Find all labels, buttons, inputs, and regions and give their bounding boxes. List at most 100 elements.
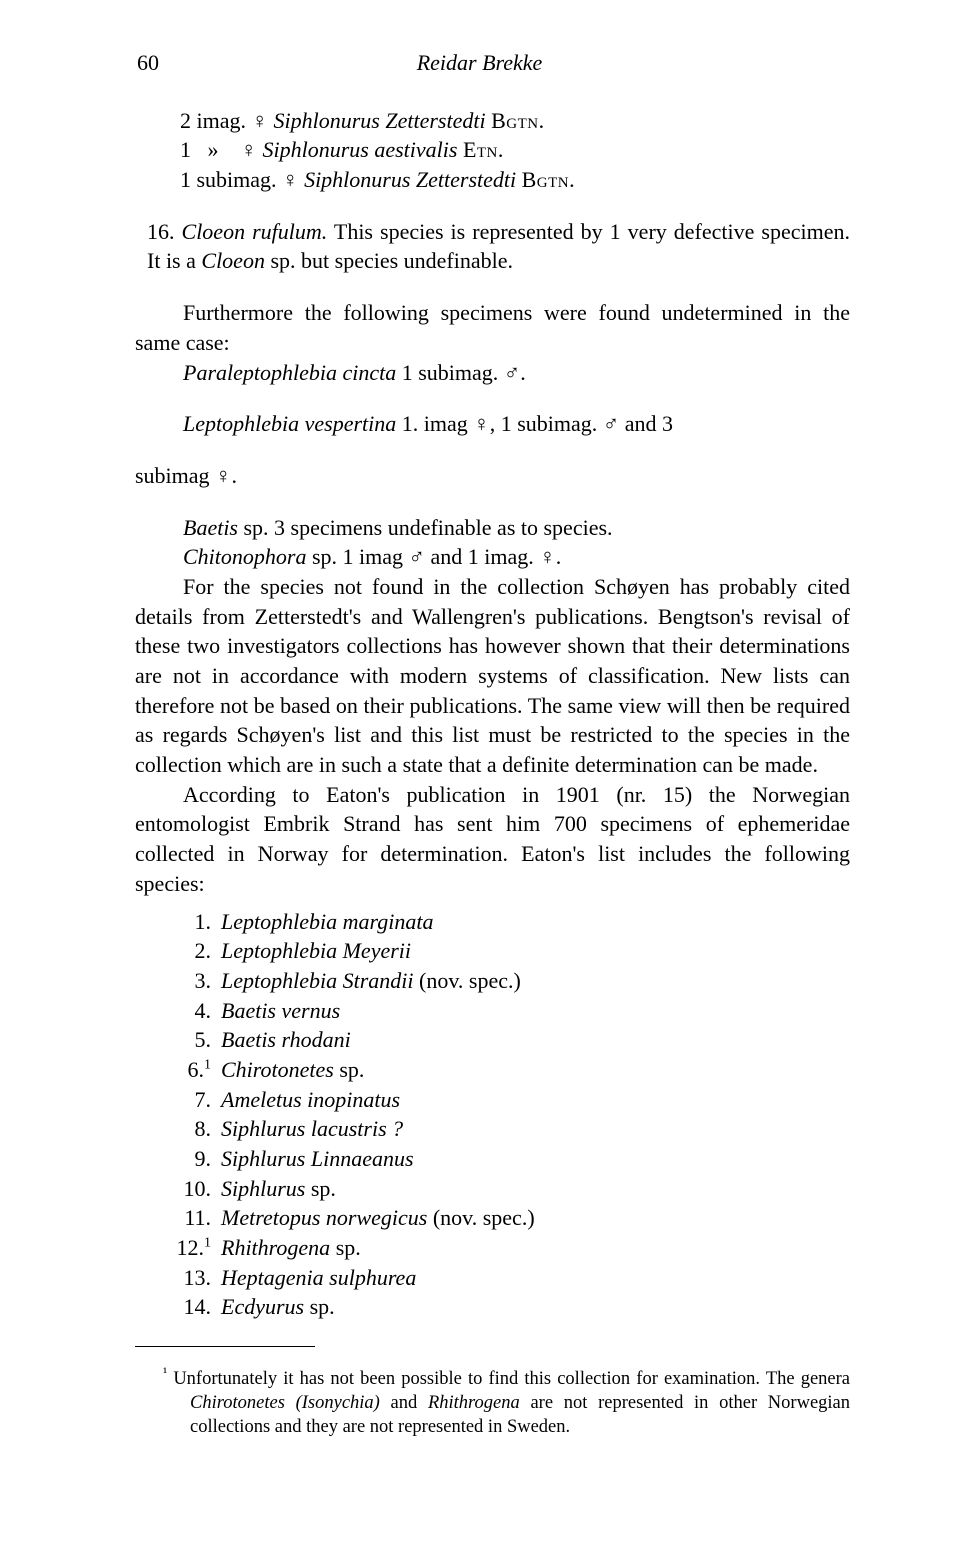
list-label: Chirotonetes sp. xyxy=(221,1055,364,1085)
list-item: 12.1Rhithrogena sp. xyxy=(165,1233,850,1263)
species-name: Siphlurus xyxy=(221,1176,305,1201)
list-item: 13.Heptagenia sulphurea xyxy=(165,1263,850,1293)
list-number: 9. xyxy=(165,1144,221,1174)
footnote-separator xyxy=(135,1346,315,1347)
text: 1. imag ♀, 1 subimag. ♂ and 3 xyxy=(396,411,673,436)
list-label: Baetis rhodani xyxy=(221,1025,351,1055)
list-number: 4. xyxy=(165,996,221,1026)
page-content: 2 imag. ♀ Siphlonurus Zetterstedti Bgtn.… xyxy=(135,106,850,1440)
footnote-text: Unfortunately it has not been possible t… xyxy=(167,1369,850,1389)
species-name: Leptophlebia marginata xyxy=(221,909,433,934)
list-number: 14. xyxy=(165,1292,221,1322)
list-rest: sp. xyxy=(334,1057,365,1082)
list-label: Heptagenia sulphurea xyxy=(221,1263,416,1293)
list-label: Metretopus norwegicus (nov. spec.) xyxy=(221,1203,535,1233)
entry-text: sp. but species undefinable. xyxy=(265,248,513,273)
list-item: 6.1Chirotonetes sp. xyxy=(165,1055,850,1085)
list-number: 6.1 xyxy=(165,1055,221,1085)
species-name: Chirotonetes (Isonychia) xyxy=(190,1393,380,1413)
list-label: Siphlurus Linnaeanus xyxy=(221,1144,414,1174)
list-item: 7.Ameletus inopinatus xyxy=(165,1085,850,1115)
paragraph: Paraleptophlebia cincta 1 subimag. ♂. xyxy=(135,358,850,388)
list-label: Siphlurus sp. xyxy=(221,1174,336,1204)
list-item: 4.Baetis vernus xyxy=(165,996,850,1026)
specimen-entry: 1 subimag. ♀ Siphlonurus Zetterstedti Bg… xyxy=(190,165,850,195)
list-item: 14.Ecdyurus sp. xyxy=(165,1292,850,1322)
paragraph: Chitonophora sp. 1 imag ♂ and 1 imag. ♀. xyxy=(135,542,850,572)
species-name: Baetis vernus xyxy=(221,998,340,1023)
species-name: Rhithrogena xyxy=(221,1235,330,1260)
entry-text: 1 » ♀ Siphlonurus aestivalis Etn. xyxy=(180,137,504,162)
species-name: Baetis xyxy=(183,515,238,540)
species-name: Heptagenia sulphurea xyxy=(221,1265,416,1290)
species-name: Cloeon xyxy=(201,248,265,273)
paragraph: For the species not found in the collect… xyxy=(135,572,850,780)
list-label: Leptophlebia Meyerii xyxy=(221,936,411,966)
list-item: 11.Metretopus norwegicus (nov. spec.) xyxy=(165,1203,850,1233)
list-number: 10. xyxy=(165,1174,221,1204)
text: sp. 1 imag ♂ and 1 imag. ♀. xyxy=(306,544,561,569)
species-name: Metretopus norwegicus xyxy=(221,1205,427,1230)
list-rest: sp. xyxy=(305,1176,336,1201)
list-number: 7. xyxy=(165,1085,221,1115)
species-name: Rhithrogena xyxy=(428,1393,520,1413)
species-name: Chitonophora xyxy=(183,544,306,569)
list-item: 5.Baetis rhodani xyxy=(165,1025,850,1055)
list-number: 13. xyxy=(165,1263,221,1293)
entry-text: 2 imag. ♀ Siphlonurus Zetterstedti Bgtn. xyxy=(180,108,545,133)
list-rest: (nov. spec.) xyxy=(427,1205,534,1230)
list-number: 5. xyxy=(165,1025,221,1055)
list-number: 1. xyxy=(165,907,221,937)
list-label: Siphlurus lacustris ? xyxy=(221,1114,403,1144)
list-rest: (nov. spec.) xyxy=(414,968,521,993)
page-number: 60 xyxy=(137,48,159,78)
species-name: Ameletus inopinatus xyxy=(221,1087,400,1112)
list-item: 1.Leptophlebia marginata xyxy=(165,907,850,937)
text: sp. 3 specimens undefinable as to specie… xyxy=(238,515,613,540)
paragraph: Baetis sp. 3 specimens undefinable as to… xyxy=(135,513,850,543)
text: 1 subimag. ♂. xyxy=(396,360,526,385)
species-name: Paraleptophlebia cincta xyxy=(183,360,396,385)
paragraph: Leptophlebia vespertina 1. imag ♀, 1 sub… xyxy=(135,409,850,439)
species-name: Siphlurus lacustris ? xyxy=(221,1116,403,1141)
list-label: Rhithrogena sp. xyxy=(221,1233,361,1263)
author-name: Reidar Brekke xyxy=(159,48,850,78)
species-name: Leptophlebia Strandii xyxy=(221,968,414,993)
page-container: 60 Reidar Brekke 2 imag. ♀ Siphlonurus Z… xyxy=(0,0,960,1479)
species-name: Chirotonetes xyxy=(221,1057,334,1082)
footnote-text: and xyxy=(380,1393,428,1413)
list-label: Ecdyurus sp. xyxy=(221,1292,335,1322)
list-label: Leptophlebia Strandii (nov. spec.) xyxy=(221,966,521,996)
species-name: Ecdyurus xyxy=(221,1294,304,1319)
entry-num: 16. xyxy=(147,219,182,244)
list-item: 10.Siphlurus sp. xyxy=(165,1174,850,1204)
species-list: 1.Leptophlebia marginata2.Leptophlebia M… xyxy=(165,907,850,1323)
specimen-entry-16: 16. Cloeon rufulum. This species is repr… xyxy=(147,217,850,276)
list-rest: sp. xyxy=(330,1235,361,1260)
list-number: 12.1 xyxy=(165,1233,221,1263)
list-label: Ameletus inopinatus xyxy=(221,1085,400,1115)
list-item: 8.Siphlurus lacustris ? xyxy=(165,1114,850,1144)
paragraph: According to Eaton's publication in 1901… xyxy=(135,780,850,899)
species-name: Leptophlebia Meyerii xyxy=(221,938,411,963)
list-item: 3.Leptophlebia Strandii (nov. spec.) xyxy=(165,966,850,996)
list-number: 8. xyxy=(165,1114,221,1144)
page-header: 60 Reidar Brekke xyxy=(135,48,850,78)
specimen-entry: 2 imag. ♀ Siphlonurus Zetterstedti Bgtn. xyxy=(190,106,850,136)
species-name: Siphlurus Linnaeanus xyxy=(221,1146,414,1171)
specimen-entry: 1 » ♀ Siphlonurus aestivalis Etn. xyxy=(190,135,850,165)
footnote: ¹ Unfortunately it has not been possible… xyxy=(135,1365,850,1439)
list-number: 3. xyxy=(165,966,221,996)
paragraph-continuation: subimag ♀. xyxy=(135,461,850,491)
list-label: Baetis vernus xyxy=(221,996,340,1026)
list-label: Leptophlebia marginata xyxy=(221,907,433,937)
species-name: Baetis rhodani xyxy=(221,1027,351,1052)
species-name: Leptophlebia vespertina xyxy=(183,411,396,436)
list-number: 11. xyxy=(165,1203,221,1233)
species-name: Cloeon rufulum. xyxy=(182,219,328,244)
paragraph: Furthermore the following specimens were… xyxy=(135,298,850,357)
list-number: 2. xyxy=(165,936,221,966)
list-rest: sp. xyxy=(304,1294,335,1319)
list-item: 2.Leptophlebia Meyerii xyxy=(165,936,850,966)
entry-text: 1 subimag. ♀ Siphlonurus Zetterstedti Bg… xyxy=(180,167,575,192)
